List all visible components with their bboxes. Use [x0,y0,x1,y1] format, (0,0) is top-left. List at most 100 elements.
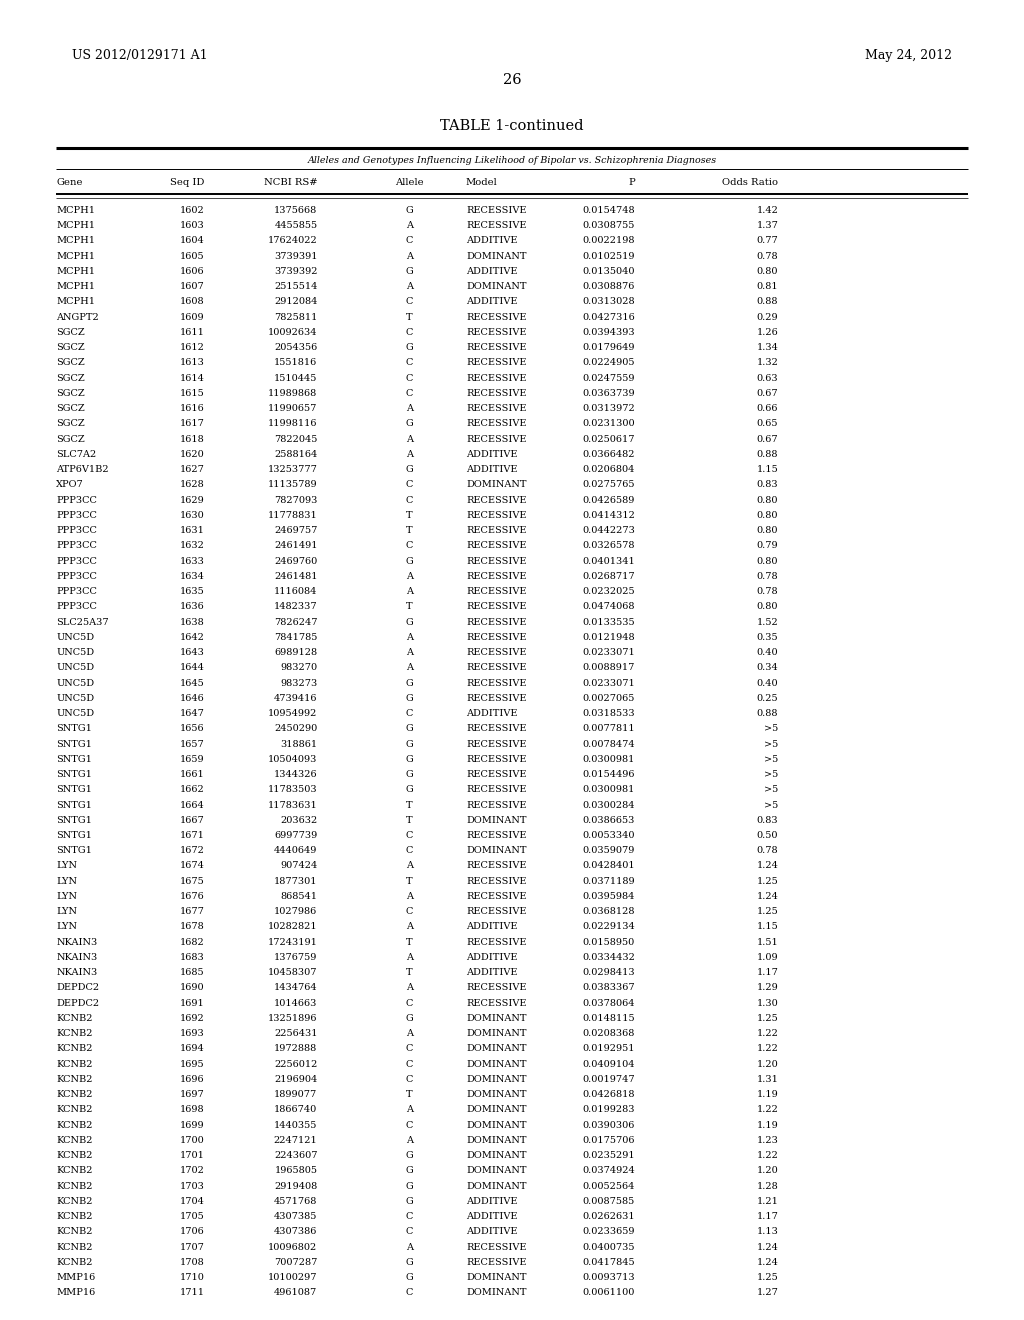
Text: 0.0022198: 0.0022198 [583,236,635,246]
Text: 1.51: 1.51 [757,937,778,946]
Text: 1.22: 1.22 [757,1151,778,1160]
Text: UNC5D: UNC5D [56,648,94,657]
Text: 1877301: 1877301 [274,876,317,886]
Text: UNC5D: UNC5D [56,663,94,672]
Text: SNTG1: SNTG1 [56,755,92,764]
Text: >5: >5 [764,755,778,764]
Text: DOMINANT: DOMINANT [466,1288,526,1298]
Text: 1.24: 1.24 [757,1258,778,1267]
Text: RECESSIVE: RECESSIVE [466,648,526,657]
Text: 1635: 1635 [180,587,205,597]
Text: 1.29: 1.29 [757,983,778,993]
Text: 1.22: 1.22 [757,1030,778,1039]
Text: KCNB2: KCNB2 [56,1121,93,1130]
Text: RECESSIVE: RECESSIVE [466,434,526,444]
Text: RECESSIVE: RECESSIVE [466,785,526,795]
Text: Allele: Allele [395,178,424,187]
Text: A: A [407,663,413,672]
Text: 1636: 1636 [180,602,205,611]
Text: 0.0233659: 0.0233659 [583,1228,635,1237]
Text: 1376759: 1376759 [274,953,317,962]
Text: 0.0247559: 0.0247559 [583,374,635,383]
Text: 1.25: 1.25 [757,1014,778,1023]
Text: A: A [407,862,413,870]
Text: 0.0474068: 0.0474068 [583,602,635,611]
Text: 1.19: 1.19 [757,1090,778,1100]
Text: A: A [407,450,413,459]
Text: >5: >5 [764,739,778,748]
Text: SGCZ: SGCZ [56,420,85,429]
Text: 0.78: 0.78 [757,846,778,855]
Text: 0.0368128: 0.0368128 [583,907,635,916]
Text: C: C [406,1060,414,1069]
Text: 0.0154496: 0.0154496 [583,770,635,779]
Text: 1615: 1615 [180,389,205,397]
Text: 11989868: 11989868 [268,389,317,397]
Text: 1614: 1614 [180,374,205,383]
Text: 0.0366482: 0.0366482 [583,450,635,459]
Text: C: C [406,327,414,337]
Text: T: T [407,527,413,535]
Text: RECESSIVE: RECESSIVE [466,755,526,764]
Text: 4307386: 4307386 [274,1228,317,1237]
Text: ADDITIVE: ADDITIVE [466,236,517,246]
Text: T: T [407,1090,413,1100]
Text: 11135789: 11135789 [268,480,317,490]
Text: KCNB2: KCNB2 [56,1137,93,1144]
Text: 0.0250617: 0.0250617 [583,434,635,444]
Text: 0.63: 0.63 [757,374,778,383]
Text: 1694: 1694 [180,1044,205,1053]
Text: PPP3CC: PPP3CC [56,495,97,504]
Text: 0.0428401: 0.0428401 [583,862,635,870]
Text: G: G [406,725,414,734]
Text: DOMINANT: DOMINANT [466,1137,526,1144]
Text: 0.0395984: 0.0395984 [583,892,635,902]
Text: 0.0061100: 0.0061100 [583,1288,635,1298]
Text: RECESSIVE: RECESSIVE [466,739,526,748]
Text: 0.0300284: 0.0300284 [583,800,635,809]
Text: 0.0275765: 0.0275765 [583,480,635,490]
Text: 3739391: 3739391 [274,252,317,260]
Text: G: G [406,770,414,779]
Text: PPP3CC: PPP3CC [56,511,97,520]
Text: 1434764: 1434764 [273,983,317,993]
Text: 0.77: 0.77 [757,236,778,246]
Text: A: A [407,1242,413,1251]
Text: 13253777: 13253777 [267,465,317,474]
Text: 0.0394393: 0.0394393 [583,327,635,337]
Text: A: A [407,404,413,413]
Text: 0.0224905: 0.0224905 [583,359,635,367]
Text: G: G [406,343,414,352]
Text: SGCZ: SGCZ [56,327,85,337]
Text: 7826247: 7826247 [274,618,317,627]
Text: MCPH1: MCPH1 [56,236,95,246]
Text: RECESSIVE: RECESSIVE [466,511,526,520]
Text: 907424: 907424 [281,862,317,870]
Text: ADDITIVE: ADDITIVE [466,267,517,276]
Text: RECESSIVE: RECESSIVE [466,359,526,367]
Text: A: A [407,923,413,932]
Text: 0.0019747: 0.0019747 [583,1074,635,1084]
Text: KCNB2: KCNB2 [56,1074,93,1084]
Text: 0.88: 0.88 [757,709,778,718]
Text: 0.0235291: 0.0235291 [583,1151,635,1160]
Text: 11990657: 11990657 [268,404,317,413]
Text: LYN: LYN [56,923,78,932]
Text: 1685: 1685 [180,969,205,977]
Text: 1899077: 1899077 [274,1090,317,1100]
Text: 0.0027065: 0.0027065 [583,694,635,702]
Text: SGCZ: SGCZ [56,434,85,444]
Text: MCPH1: MCPH1 [56,206,95,215]
Text: 0.0308876: 0.0308876 [583,282,635,292]
Text: 4961087: 4961087 [274,1288,317,1298]
Text: LYN: LYN [56,907,78,916]
Text: C: C [406,1074,414,1084]
Text: 1.37: 1.37 [757,222,778,230]
Text: 1.22: 1.22 [757,1044,778,1053]
Text: DOMINANT: DOMINANT [466,846,526,855]
Text: 0.78: 0.78 [757,587,778,597]
Text: G: G [406,1181,414,1191]
Text: SLC25A37: SLC25A37 [56,618,109,627]
Text: >5: >5 [764,800,778,809]
Text: 0.0318533: 0.0318533 [583,709,635,718]
